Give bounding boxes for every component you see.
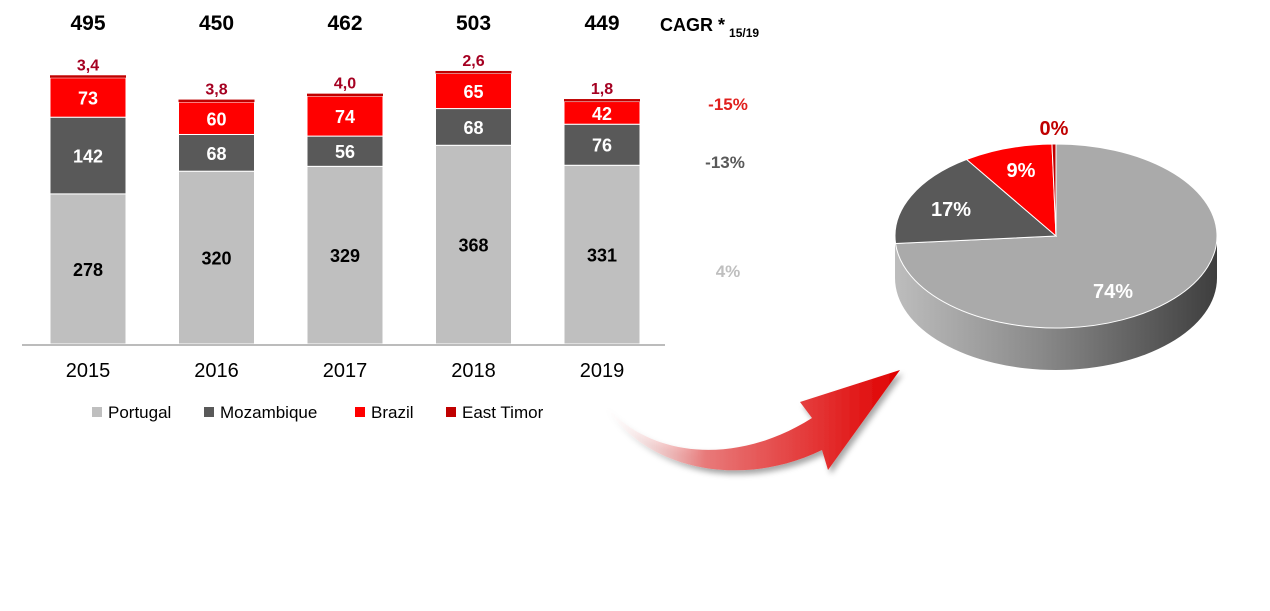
total-2015: 495 bbox=[70, 12, 105, 35]
cagr-values: 4% -13% -15% bbox=[705, 95, 748, 281]
label-mozambique-2018: 68 bbox=[463, 118, 483, 138]
label-mozambique-2019: 76 bbox=[592, 136, 612, 156]
bar-portugal-2019 bbox=[563, 164, 641, 345]
bar-portugal-2015 bbox=[49, 193, 127, 345]
label-east-timor-2017: 4,0 bbox=[334, 76, 356, 93]
bar-portugal-2018 bbox=[435, 144, 512, 345]
bar-mozambique-2019 bbox=[563, 123, 641, 166]
legend-label-brazil: Brazil bbox=[371, 403, 414, 422]
x-tick-2015: 2015 bbox=[66, 360, 111, 382]
curved-arrow bbox=[600, 370, 900, 471]
bar-mozambique-2018 bbox=[435, 108, 512, 146]
label-mozambique-2017: 56 bbox=[335, 142, 355, 162]
legend-label-mozambique: Mozambique bbox=[220, 403, 317, 422]
bar-total-labels: 495 450 462 503 449 bbox=[70, 12, 619, 35]
legend-item-mozambique: Mozambique bbox=[204, 403, 317, 422]
bar-brazil-2018 bbox=[435, 72, 512, 110]
label-brazil-2018: 65 bbox=[463, 82, 483, 102]
bars-layer bbox=[49, 70, 641, 345]
legend-swatch-brazil bbox=[355, 407, 365, 417]
bar-east-timor-2015 bbox=[50, 75, 126, 78]
x-tick-2018: 2018 bbox=[451, 360, 496, 382]
legend-label-portugal: Portugal bbox=[108, 403, 171, 422]
stacked-bar-chart: 278 142 73 3,4 320 68 60 3,8 329 56 74 4,0 368 68 65 2,… bbox=[22, 12, 759, 422]
legend-item-brazil: Brazil bbox=[355, 403, 414, 422]
cagr-brazil: -15% bbox=[708, 95, 748, 114]
label-east-timor-2019: 1,8 bbox=[591, 81, 613, 98]
label-mozambique-2016: 68 bbox=[206, 144, 226, 164]
curved-arrow-body bbox=[600, 370, 900, 471]
pie-slice-mozambique bbox=[894, 158, 1058, 244]
bar-east-timor-2017 bbox=[307, 93, 383, 97]
cagr-title: CAGR * 15/19 bbox=[660, 15, 759, 40]
x-tick-2017: 2017 bbox=[323, 360, 368, 382]
label-brazil-2019: 42 bbox=[592, 104, 612, 124]
cagr-mozambique: -13% bbox=[705, 153, 745, 172]
bar-east-timor-2019 bbox=[564, 99, 640, 102]
legend-label-east-timor: East Timor bbox=[462, 403, 544, 422]
label-east-timor-2015: 3,4 bbox=[77, 57, 99, 74]
bar-east-timor-2016 bbox=[178, 99, 255, 103]
label-portugal-2016: 320 bbox=[201, 249, 231, 269]
total-2019: 449 bbox=[584, 12, 619, 35]
cagr-portugal: 4% bbox=[716, 262, 741, 281]
x-tick-2019: 2019 bbox=[580, 360, 625, 382]
pie-side-rim bbox=[895, 236, 1217, 370]
bar-brazil-2016 bbox=[178, 101, 255, 135]
bar-mozambique-2015 bbox=[49, 116, 127, 195]
bar-value-labels: 278 142 73 3,4 320 68 60 3,8 329 56 74 4,0 368 68 65 2,… bbox=[73, 53, 617, 280]
pie-chart-3d: 74% 17% 9%0% bbox=[894, 118, 1218, 370]
label-portugal-2019: 331 bbox=[587, 246, 617, 266]
pie-label-east-timor: 0% bbox=[1040, 118, 1069, 140]
label-portugal-2015: 278 bbox=[73, 260, 103, 280]
pie-slice-east-timor bbox=[1051, 143, 1057, 237]
x-tick-2016: 2016 bbox=[194, 360, 239, 382]
bar-east-timor-2018 bbox=[435, 70, 512, 74]
label-brazil-2015: 73 bbox=[78, 88, 98, 108]
pie-label-portugal: 74% bbox=[1093, 281, 1133, 303]
label-mozambique-2015: 142 bbox=[73, 147, 103, 167]
legend-swatch-portugal bbox=[92, 407, 102, 417]
legend-swatch-east-timor bbox=[446, 407, 456, 417]
label-east-timor-2018: 2,6 bbox=[462, 53, 484, 70]
pie-slice-brazil bbox=[965, 143, 1057, 238]
legend-item-east-timor: East Timor bbox=[446, 403, 544, 422]
x-tick-labels: 2015 2016 2017 2018 2019 bbox=[66, 360, 625, 382]
legend-swatch-mozambique bbox=[204, 407, 214, 417]
bar-portugal-2016 bbox=[178, 170, 255, 345]
bar-brazil-2017 bbox=[306, 95, 384, 137]
total-2016: 450 bbox=[199, 12, 234, 35]
label-brazil-2016: 60 bbox=[206, 109, 226, 129]
label-portugal-2018: 368 bbox=[458, 236, 488, 256]
pie-label-brazil: 9% bbox=[1007, 160, 1036, 182]
legend-item-portugal: Portugal bbox=[92, 403, 171, 422]
legend: Portugal Mozambique Brazil East Timor bbox=[92, 403, 544, 422]
total-2018: 503 bbox=[456, 12, 491, 35]
label-east-timor-2016: 3,8 bbox=[205, 82, 227, 99]
bar-mozambique-2017 bbox=[306, 135, 384, 167]
label-brazil-2017: 74 bbox=[335, 107, 355, 127]
label-portugal-2017: 329 bbox=[330, 246, 360, 266]
pie-label-mozambique: 17% bbox=[931, 199, 971, 221]
total-2017: 462 bbox=[327, 12, 362, 35]
